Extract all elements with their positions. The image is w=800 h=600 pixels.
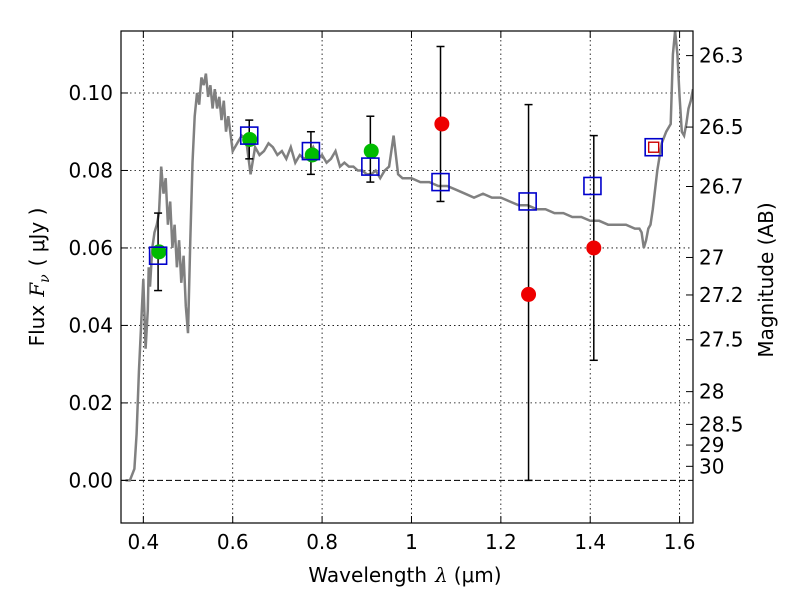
model-flux-marker (301, 141, 321, 161)
magnitude-axis-label: Magnitude (AB) (754, 202, 778, 357)
model-flux-marker (583, 176, 602, 196)
magnitude-tick-label: 28.5 (699, 412, 744, 436)
x-axis-ticks: 0.4 0.6 0.8 1 1.2 1.4 1.6 (127, 31, 696, 554)
model-flux-marker (518, 192, 537, 211)
y-tick-label: 0.04 (68, 313, 113, 337)
x-tick-label: 1.2 (485, 530, 517, 554)
y-axis-label: FluxFν( μJy ) (25, 208, 53, 347)
y-tick-label: 0.06 (68, 236, 113, 260)
model-flux-marker (239, 126, 259, 145)
detection-point (151, 244, 167, 260)
magnitude-tick-label: 27.2 (699, 283, 744, 307)
nondetection-point (586, 240, 602, 256)
y-tick-label: 0.10 (68, 81, 113, 105)
magnitude-tick-label: 27.5 (699, 328, 744, 352)
open-marker-inner (647, 141, 660, 153)
model-flux-marker (361, 157, 380, 176)
magnitude-tick-label: 29 (699, 433, 724, 457)
y-tick-label: 0.02 (68, 391, 113, 415)
magnitude-tick-label: 28 (699, 380, 724, 404)
model-flux-marker (431, 172, 450, 192)
x-tick-label: 1.6 (664, 530, 696, 554)
magnitude-tick-label: 27 (699, 245, 724, 269)
plot-background (121, 31, 693, 523)
x-tick-label: 0.6 (217, 530, 249, 554)
detection-point (363, 143, 379, 159)
detection-point (304, 147, 320, 163)
nondetection-point (434, 116, 450, 132)
x-tick-label: 0.4 (127, 530, 159, 554)
y-axis-ticks: 0.00 0.02 0.04 0.06 0.08 0.10 (68, 81, 128, 492)
detection-points (151, 131, 379, 260)
model-flux-marker (148, 246, 168, 265)
y-tick-label: 0.00 (68, 468, 113, 492)
nondetection-points (434, 116, 602, 302)
x-axis-label: Wavelength λ (μm) (308, 563, 501, 587)
model-flux-markers (148, 126, 663, 265)
plot-frame (120, 30, 694, 524)
nondetection-point (521, 286, 537, 302)
magnitude-tick-label: 30 (699, 454, 724, 478)
x-tick-label: 1 (405, 530, 418, 554)
y-tick-label: 0.08 (68, 158, 113, 182)
magnitude-tick-label: 26.5 (699, 115, 744, 139)
model-flux-marker (644, 137, 663, 157)
magnitude-tick-label: 26.7 (699, 175, 744, 199)
detection-point (242, 131, 258, 147)
x-tick-label: 0.8 (306, 530, 338, 554)
x-tick-label: 1.4 (574, 530, 606, 554)
magnitude-tick-label: 26.3 (699, 44, 744, 68)
